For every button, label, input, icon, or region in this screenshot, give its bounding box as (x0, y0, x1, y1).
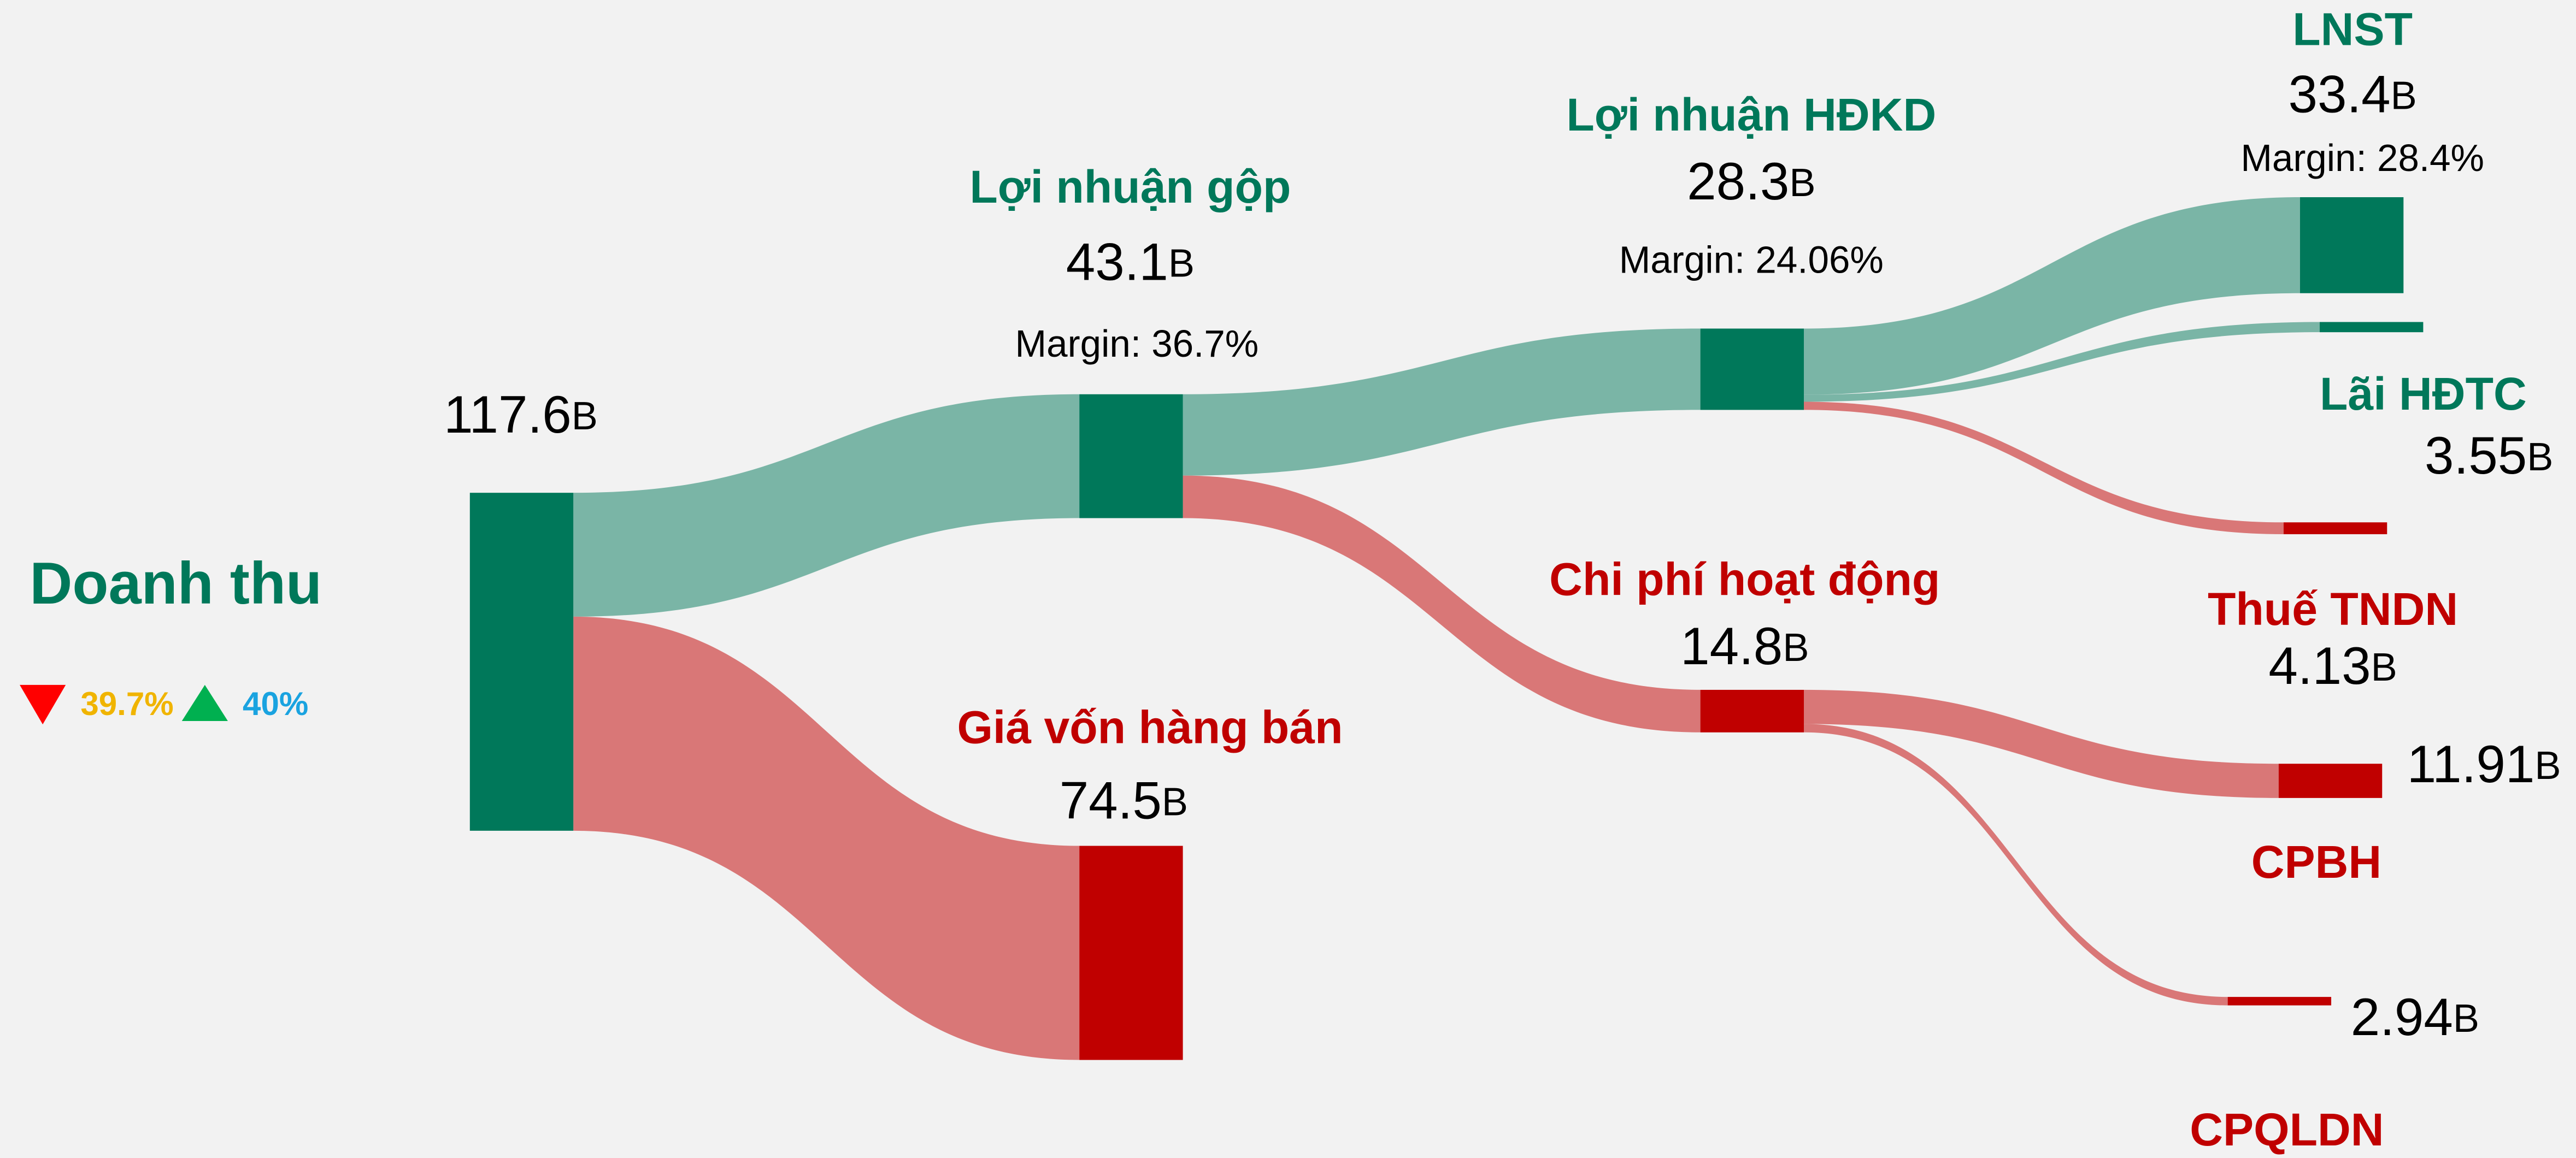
node-value: 11.91B (2407, 736, 2561, 794)
value-number: 14.8 (1680, 617, 1783, 676)
node-bar (2320, 322, 2424, 333)
node-bar (2227, 997, 2332, 1006)
value-unit: B (2371, 646, 2397, 689)
flow-link (573, 394, 1080, 617)
change-icon (181, 684, 228, 722)
value-unit: B (2527, 435, 2553, 479)
value-number: 3.55 (2425, 427, 2527, 485)
value-unit: B (572, 394, 598, 438)
value-unit: B (2534, 744, 2561, 788)
margin-label: Margin: 24.06% (1619, 239, 1884, 281)
flow-link (1804, 322, 2320, 402)
node-value: 33.4B (2288, 66, 2416, 124)
node-name: Lãi HĐTC (2320, 368, 2527, 420)
node-value: 2.94B (2351, 989, 2479, 1047)
node-value: 43.1B (1066, 233, 1195, 292)
value-unit: B (1783, 626, 1809, 670)
node-name: Lợi nhuận gộp (969, 161, 1291, 212)
node-name: Giá vốn hàng bán (957, 701, 1343, 753)
value-number: 4.13 (2268, 637, 2371, 695)
value-number: 33.4 (2288, 66, 2390, 124)
value-number: 117.6 (444, 386, 572, 444)
node-name: Lợi nhuận HĐKD (1566, 89, 1936, 140)
value-number: 28.3 (1687, 152, 1789, 211)
margin-label: Margin: 36.7% (1015, 322, 1259, 365)
value-unit: B (2453, 997, 2479, 1041)
value-unit: B (1789, 161, 1815, 205)
flow-link (1183, 475, 1701, 732)
node-value: 28.3B (1687, 152, 1815, 211)
node-name: Thuế TNDN (2208, 583, 2458, 635)
node-bar (1079, 846, 1183, 1060)
value-unit: B (1168, 241, 1195, 285)
node-value: 117.6B (444, 386, 598, 444)
change-label: 39.7% (80, 686, 173, 722)
value-unit: B (1162, 780, 1188, 824)
flow-link (1804, 724, 2228, 1006)
value-number: 74.5 (1060, 772, 1162, 830)
flow-link (1804, 197, 2300, 395)
node-value: 14.8B (1680, 617, 1809, 676)
node-bar (1700, 328, 1804, 410)
node-bar (2283, 522, 2387, 535)
node-name: LNST (2292, 4, 2413, 55)
value-number: 11.91 (2407, 736, 2535, 794)
node-name: CPQLDN (2190, 1104, 2384, 1155)
node-bar (1700, 689, 1804, 732)
change-icon (20, 684, 66, 725)
node-value: 74.5B (1060, 772, 1188, 830)
node-name: Doanh thu (30, 550, 322, 616)
node-bar (1079, 394, 1183, 518)
change-label: 40% (243, 686, 308, 722)
node-value: 3.55B (2425, 427, 2553, 485)
value-number: 2.94 (2351, 989, 2453, 1047)
node-bar (469, 493, 574, 831)
flow-link (1804, 401, 2284, 535)
value-unit: B (2391, 74, 2417, 118)
node-bar (2299, 197, 2404, 293)
flow-link (1183, 328, 1701, 476)
node-value: 4.13B (2268, 637, 2397, 695)
flow-link (573, 616, 1080, 1060)
margin-label: Margin: 28.4% (2240, 137, 2484, 179)
node-name: CPBH (2251, 836, 2381, 888)
node-name: Chi phí hoạt động (1549, 554, 1940, 605)
node-bar (2278, 764, 2383, 798)
value-number: 43.1 (1066, 233, 1168, 292)
flow-link (1804, 689, 2279, 798)
